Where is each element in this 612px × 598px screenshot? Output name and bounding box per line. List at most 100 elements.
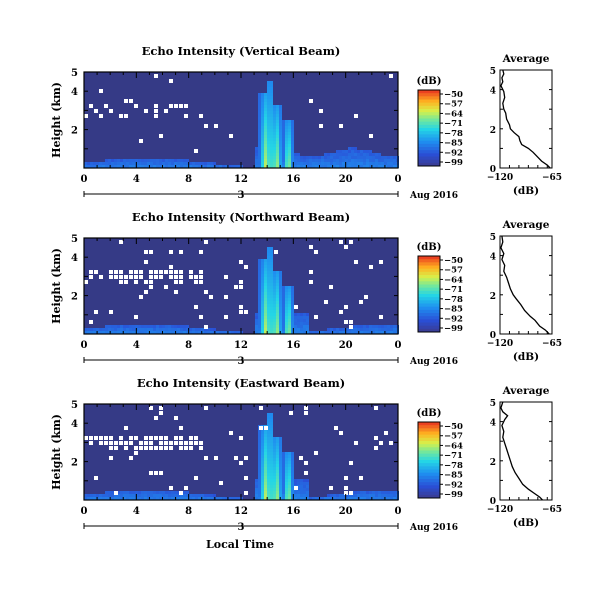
missing-cell bbox=[374, 406, 378, 410]
heatmap-cell bbox=[258, 437, 261, 440]
missing-cell bbox=[344, 476, 348, 480]
heatmap-cell bbox=[255, 494, 258, 497]
heatmap-cell bbox=[360, 150, 363, 153]
heatmap-cell bbox=[264, 277, 267, 280]
heatmap-cell bbox=[318, 162, 321, 165]
heatmap-cell bbox=[207, 328, 210, 331]
colorbar-segment bbox=[418, 328, 440, 333]
heatmap-cell bbox=[276, 322, 279, 325]
heatmap-cell bbox=[180, 165, 183, 168]
heatmap-cell bbox=[276, 455, 279, 458]
heatmap-cell bbox=[261, 165, 264, 168]
heatmap-cell bbox=[300, 497, 303, 500]
profile-y-tick-label: 4 bbox=[490, 87, 496, 97]
heatmap-cell bbox=[258, 485, 261, 488]
heatmap-cell bbox=[393, 165, 396, 168]
heatmap-cell bbox=[186, 165, 189, 168]
heatmap-cell bbox=[270, 90, 273, 93]
missing-cell bbox=[154, 74, 158, 78]
colorbar-segment bbox=[418, 137, 440, 142]
heatmap-cell bbox=[375, 156, 378, 159]
heatmap-cell bbox=[390, 159, 393, 162]
heatmap-cell bbox=[207, 165, 210, 168]
heatmap-cell bbox=[279, 440, 282, 443]
heatmap-cell bbox=[279, 464, 282, 467]
heatmap-cell bbox=[366, 150, 369, 153]
heatmap-cell bbox=[264, 292, 267, 295]
heatmap-cell bbox=[258, 259, 261, 262]
colorbar-tick-label: −92 bbox=[444, 314, 463, 324]
heatmap-cell bbox=[282, 286, 285, 289]
colorbar-segment bbox=[418, 297, 440, 301]
heatmap-cell bbox=[294, 494, 297, 497]
heatmap-cell bbox=[264, 162, 267, 165]
heatmap-cell bbox=[387, 159, 390, 162]
heatmap-cell bbox=[384, 497, 387, 500]
heatmap-cell bbox=[135, 491, 138, 494]
heatmap-cell bbox=[351, 328, 354, 331]
heatmap-cell bbox=[258, 277, 261, 280]
heatmap-cell bbox=[180, 497, 183, 500]
heatmap-cell bbox=[264, 111, 267, 114]
heatmap-cell bbox=[171, 325, 174, 328]
heatmap-cell bbox=[261, 328, 264, 331]
heatmap-cell bbox=[282, 165, 285, 168]
missing-cell bbox=[149, 270, 153, 274]
heatmap-cell bbox=[273, 464, 276, 467]
heatmap-cell bbox=[177, 491, 180, 494]
heatmap-cell bbox=[276, 289, 279, 292]
heatmap-cell bbox=[108, 494, 111, 497]
heatmap-cell bbox=[138, 331, 141, 334]
heatmap-cell bbox=[291, 144, 294, 147]
colorbar-segment bbox=[418, 309, 440, 314]
heatmap-cell bbox=[363, 497, 366, 500]
heatmap-cell bbox=[384, 165, 387, 168]
missing-cell bbox=[339, 240, 343, 244]
heatmap-cell bbox=[276, 331, 279, 334]
missing-cell bbox=[134, 275, 138, 279]
x-axis: 0 4 8 12 16 20 03 Aug 2016 bbox=[81, 72, 458, 201]
heatmap-cell bbox=[291, 328, 294, 331]
heatmap-cell bbox=[264, 443, 267, 446]
heatmap-cell bbox=[327, 159, 330, 162]
missing-cell bbox=[189, 275, 193, 279]
heatmap-cell bbox=[105, 165, 108, 168]
heatmap-cell bbox=[261, 470, 264, 473]
heatmap-cell bbox=[273, 307, 276, 310]
heatmap-cell bbox=[276, 449, 279, 452]
colorbar-frame bbox=[417, 255, 441, 333]
heatmap-cell bbox=[183, 165, 186, 168]
heatmap-cell bbox=[267, 280, 270, 283]
heatmap-cell bbox=[282, 304, 285, 307]
heatmap-cell bbox=[189, 331, 192, 334]
heatmap-cell bbox=[264, 464, 267, 467]
heatmap-cell bbox=[285, 458, 288, 461]
missing-cell bbox=[174, 270, 178, 274]
heatmap-cell bbox=[183, 328, 186, 331]
heatmap-cell bbox=[267, 331, 270, 334]
panel-3: Echo Intensity (Eastward Beam)0 4 8 12 16 20 0… bbox=[50, 376, 562, 533]
heatmap-cell bbox=[276, 310, 279, 313]
heatmap-cell bbox=[264, 99, 267, 102]
missing-cell bbox=[359, 300, 363, 304]
heatmap-cell bbox=[261, 286, 264, 289]
colorbar-segment bbox=[418, 447, 440, 451]
heatmap-cell bbox=[117, 165, 120, 168]
profile-x-label: (dB) bbox=[513, 185, 539, 197]
heatmap-cell bbox=[258, 479, 261, 482]
panel-title: Echo Intensity (Northward Beam) bbox=[132, 210, 350, 224]
heatmap-cell bbox=[255, 482, 258, 485]
heatmap-cell bbox=[141, 328, 144, 331]
heatmap-cell bbox=[132, 325, 135, 328]
missing-cell bbox=[89, 270, 93, 274]
heatmap-cell bbox=[270, 452, 273, 455]
heatmap-cell bbox=[372, 162, 375, 165]
heatmap-cell bbox=[279, 479, 282, 482]
heatmap-cell bbox=[225, 497, 228, 500]
heatmap-cell bbox=[276, 150, 279, 153]
heatmap-cell bbox=[276, 464, 279, 467]
heatmap-cell bbox=[204, 331, 207, 334]
heatmap-cell bbox=[216, 331, 219, 334]
missing-cell bbox=[174, 441, 178, 445]
